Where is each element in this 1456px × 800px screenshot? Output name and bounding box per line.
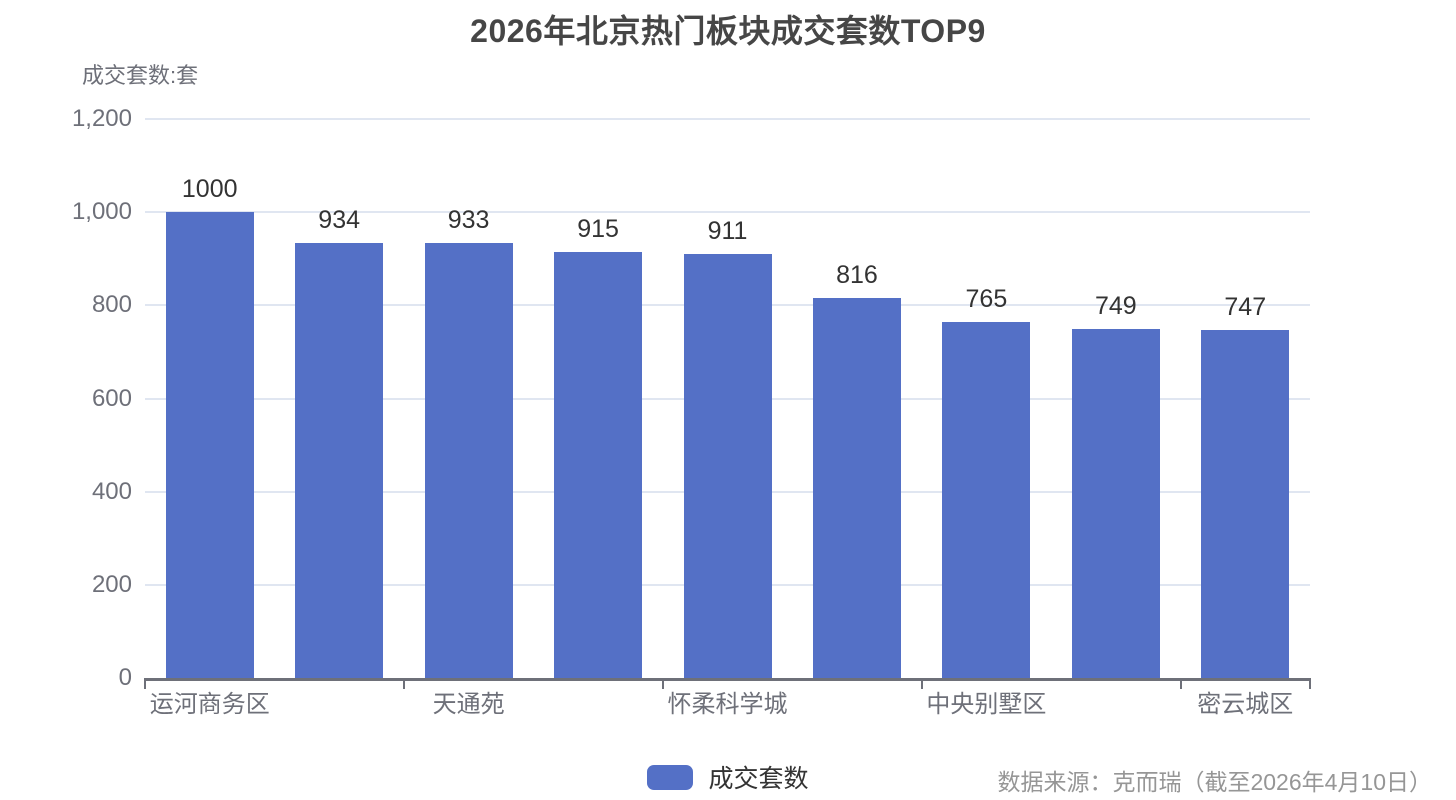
x-axis-line (144, 678, 1311, 681)
gridline (145, 118, 1310, 120)
gridline (145, 211, 1310, 214)
data-source-note: 数据来源：克而瑞（截至2026年4月10日） (997, 769, 1432, 795)
bar-value-label: 747 (1224, 293, 1267, 322)
bar-value-label: 915 (577, 214, 619, 243)
legend-label[interactable]: 成交套数 (708, 765, 809, 793)
bar[interactable] (942, 321, 1031, 678)
y-axis-tick-label: 800 (91, 291, 132, 319)
x-axis-tick (1309, 681, 1311, 689)
bar[interactable] (812, 297, 901, 678)
x-axis-tick (1179, 681, 1182, 689)
y-axis-tick-label: 1,000 (71, 198, 132, 226)
bar-value-label: 816 (836, 260, 878, 289)
y-axis-name: 成交套数:套 (82, 63, 199, 88)
x-axis-tick-label: 中央别墅区 (926, 691, 1047, 718)
bar-value-label: 749 (1094, 292, 1137, 321)
bar[interactable] (1071, 329, 1160, 678)
x-axis-tick-label: 密云城区 (1197, 691, 1294, 718)
x-axis-tick-label: 运河商务区 (149, 691, 270, 718)
legend-marker-swatch[interactable] (647, 764, 694, 790)
x-axis-tick (144, 681, 146, 689)
y-axis-tick-label: 1,200 (71, 105, 132, 132)
y-axis-tick-label: 200 (91, 570, 132, 598)
x-axis-tick (920, 681, 923, 689)
y-axis-tick-label: 0 (118, 664, 132, 691)
bar[interactable] (1201, 330, 1290, 678)
bar[interactable] (424, 243, 513, 678)
bar-value-label: 911 (707, 216, 748, 245)
bar-value-label: 1000 (181, 175, 238, 204)
y-axis-tick-label: 400 (91, 477, 132, 505)
y-axis-tick-label: 600 (91, 384, 132, 412)
bar-value-label: 765 (965, 284, 1008, 313)
x-axis-tick (661, 681, 664, 689)
x-axis-tick (402, 681, 405, 689)
bar-value-label: 933 (447, 206, 490, 235)
bar[interactable] (683, 253, 772, 678)
chart-title: 2026年北京热门板块成交套数TOP9 (470, 13, 986, 49)
bar[interactable] (165, 212, 254, 678)
x-axis-tick-label: 天通苑 (432, 691, 505, 718)
x-axis-tick-label: 怀柔科学城 (667, 691, 788, 718)
legend-item[interactable]: 成交套数 (0, 759, 1456, 795)
bar[interactable] (295, 242, 384, 678)
bar-value-label: 934 (318, 205, 361, 234)
bar[interactable] (554, 251, 643, 678)
